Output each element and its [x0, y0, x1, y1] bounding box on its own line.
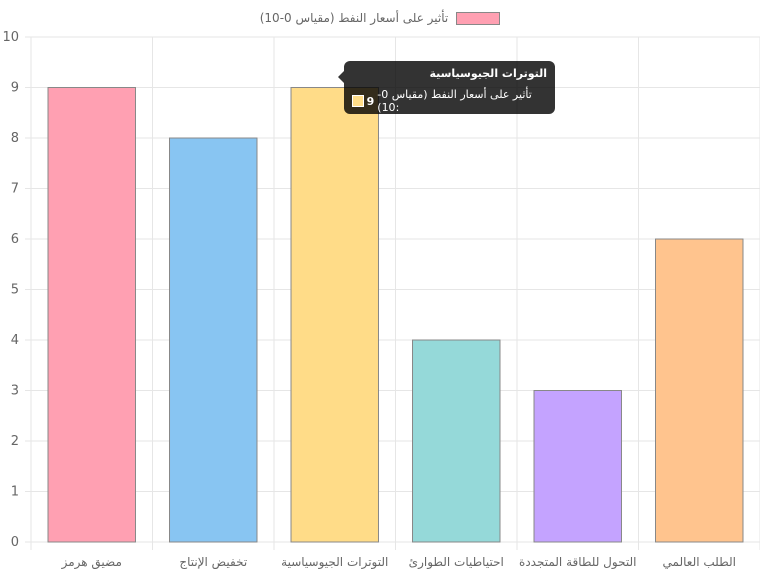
y-tick-label: 4	[11, 333, 19, 348]
y-tick-label: 6	[11, 232, 19, 247]
legend-swatch	[456, 11, 501, 25]
y-tick-label: 10	[2, 30, 19, 45]
y-tick-label: 1	[11, 485, 19, 500]
bar	[47, 87, 136, 543]
y-tick-label: 0	[11, 535, 19, 550]
y-tick-label: 8	[11, 131, 19, 146]
bar	[533, 390, 622, 543]
tooltip-title: التوترات الجيوسياسية	[429, 67, 547, 80]
legend-label: تأثير على أسعار النفط (مقياس 0-10)	[259, 11, 449, 25]
x-tick-label: مضيق هرمز	[61, 555, 122, 570]
x-tick-label: تخفيض الإنتاج	[179, 555, 247, 570]
bar	[655, 238, 744, 543]
tooltip-label: تأثير على أسعار النفط (مقياس 0-10):	[377, 88, 532, 114]
x-tick-label: احتياطيات الطوارئ	[409, 555, 504, 570]
x-tick-label: التوترات الجيوسياسية	[281, 555, 388, 570]
y-tick-label: 3	[11, 384, 19, 399]
legend[interactable]: تأثير على أسعار النفط (مقياس 0-10)	[0, 8, 760, 28]
tooltip-body: 9 تأثير على أسعار النفط (مقياس 0-10):	[352, 88, 547, 114]
bar	[169, 137, 258, 543]
tooltip-swatch	[352, 95, 364, 107]
y-tick-label: 2	[11, 434, 19, 449]
y-tick-label: 9	[11, 81, 19, 96]
y-tick-label: 5	[11, 283, 19, 298]
bar	[290, 87, 379, 543]
tooltip: التوترات الجيوسياسية 9 تأثير على أسعار ا…	[338, 61, 555, 114]
y-tick-label: 7	[11, 182, 19, 197]
x-tick-label: الطلب العالمي	[663, 555, 736, 569]
tooltip-value: 9	[366, 94, 375, 108]
x-tick-label: التحول للطاقة المتجددة	[519, 555, 636, 570]
bar	[412, 339, 501, 543]
